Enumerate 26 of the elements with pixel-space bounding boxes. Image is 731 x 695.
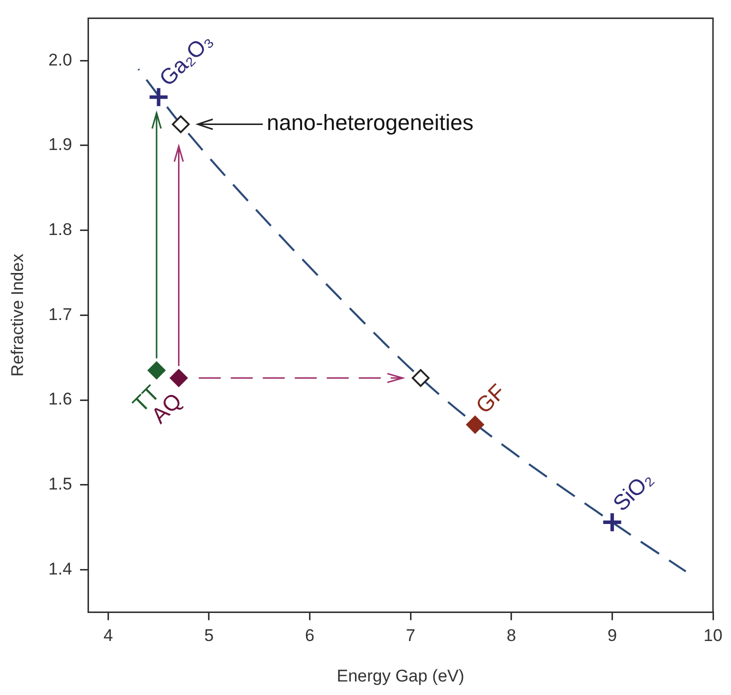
y-tick-label: 2.0 — [48, 50, 72, 70]
text: GF — [470, 379, 510, 418]
x-axis-title: Energy Gap (eV) — [336, 666, 464, 686]
y-tick-label: 1.9 — [48, 135, 72, 154]
y-tick-label: 1.4 — [48, 559, 72, 578]
point — [148, 361, 166, 380]
text: SiO₂ — [608, 466, 658, 516]
y-tick-label: 1.7 — [48, 304, 72, 324]
point — [412, 369, 430, 387]
point — [172, 115, 190, 134]
x-tick-label: 10 — [704, 626, 722, 646]
y-tick-label: 1.6 — [48, 390, 72, 409]
point — [466, 416, 484, 434]
y-tick-label: 1.5 — [48, 474, 72, 494]
point — [148, 86, 170, 108]
x-tick-label: 5 — [204, 626, 214, 646]
y-tick-label: 1.8 — [48, 220, 72, 240]
x-tick-label: 9 — [607, 626, 617, 646]
point — [601, 512, 623, 533]
x-tick-label: 8 — [506, 626, 516, 646]
x-tick-label: 4 — [103, 626, 113, 646]
x-tick-label: 7 — [406, 626, 416, 646]
annotation: nano-heterogeneities — [266, 110, 474, 136]
point — [170, 369, 188, 387]
y-axis-title: Refractive Index — [8, 253, 27, 377]
x-tick-label: 6 — [305, 626, 315, 646]
